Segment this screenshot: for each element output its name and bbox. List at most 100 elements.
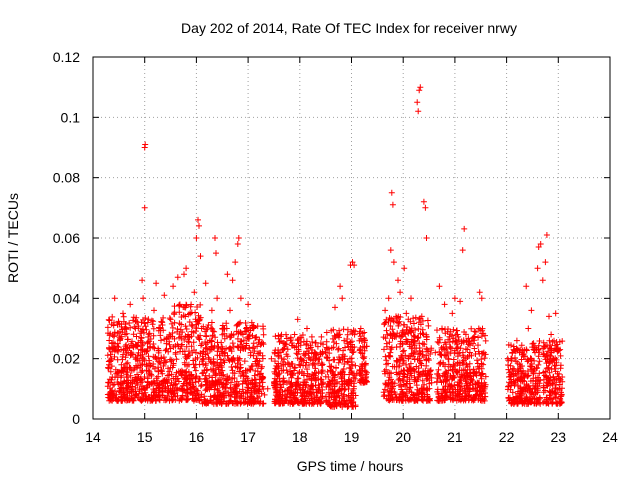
data-point	[125, 349, 132, 356]
data-point	[197, 301, 204, 308]
data-point	[126, 320, 133, 326]
data-point	[202, 360, 209, 367]
data-point	[151, 307, 157, 314]
data-point	[308, 333, 315, 340]
data-point	[440, 359, 447, 366]
data-point	[441, 339, 448, 346]
data-point	[302, 379, 309, 386]
data-point	[156, 396, 163, 403]
data-point	[359, 376, 366, 383]
data-point	[203, 386, 210, 392]
data-point	[556, 385, 563, 392]
data-point	[202, 398, 209, 405]
data-point	[559, 338, 566, 345]
data-point	[202, 280, 209, 287]
data-point	[193, 397, 200, 403]
data-point	[124, 393, 131, 399]
data-point	[471, 328, 478, 335]
data-point	[296, 334, 303, 341]
data-point	[183, 326, 190, 332]
data-point	[232, 363, 239, 370]
data-point	[287, 381, 294, 388]
data-point	[174, 392, 181, 399]
data-point	[327, 380, 334, 387]
data-point	[137, 365, 143, 371]
data-point	[127, 301, 134, 308]
data-point	[423, 362, 430, 369]
data-point	[225, 376, 232, 383]
data-point	[214, 339, 221, 346]
data-point	[135, 373, 142, 380]
data-point	[382, 353, 389, 360]
x-tick-label: 18	[292, 429, 308, 445]
data-point	[118, 321, 125, 328]
data-point	[531, 366, 538, 373]
data-point	[245, 385, 252, 391]
data-point	[344, 340, 351, 347]
data-point	[339, 381, 346, 388]
data-point	[253, 334, 260, 340]
data-point	[113, 391, 120, 398]
data-point	[168, 320, 175, 327]
data-point	[106, 397, 113, 404]
data-point	[418, 362, 425, 369]
data-point	[278, 355, 285, 362]
data-point	[450, 356, 457, 363]
data-point	[170, 283, 177, 290]
data-point	[511, 379, 518, 386]
data-point	[420, 331, 427, 338]
data-point	[155, 355, 162, 362]
data-point	[445, 336, 452, 343]
data-point	[120, 380, 127, 387]
data-point	[506, 373, 513, 380]
data-point	[181, 380, 187, 387]
data-point	[408, 339, 415, 345]
data-point	[245, 333, 252, 340]
data-point	[151, 389, 158, 396]
data-point	[173, 356, 180, 363]
data-point	[389, 383, 396, 390]
data-point	[185, 331, 192, 338]
data-point	[525, 325, 532, 332]
data-point	[258, 340, 265, 347]
data-point	[298, 356, 305, 363]
data-point	[351, 344, 358, 350]
data-point	[330, 356, 337, 363]
data-point	[381, 320, 388, 327]
data-point	[284, 346, 291, 353]
x-tick-labels: 14 15 16 17 18 19 20 21 22 23 24	[85, 429, 618, 445]
data-point	[250, 395, 257, 402]
data-point	[323, 329, 330, 336]
data-point	[420, 397, 427, 404]
data-point	[461, 225, 468, 232]
data-point	[247, 379, 254, 386]
data-point	[474, 363, 481, 370]
data-point	[161, 359, 168, 366]
data-point	[340, 347, 347, 354]
data-point	[280, 378, 287, 385]
data-point	[273, 389, 280, 396]
data-point	[522, 353, 528, 360]
data-point	[330, 326, 337, 333]
data-point	[259, 375, 266, 381]
data-point	[512, 354, 518, 361]
data-point	[130, 342, 136, 349]
data-point	[348, 397, 355, 403]
data-point	[419, 317, 426, 324]
data-point	[516, 349, 523, 356]
data-point	[209, 378, 216, 385]
data-point	[472, 351, 479, 357]
data-point	[301, 390, 308, 397]
data-point	[424, 386, 431, 393]
y-tick-label: 0.06	[53, 230, 80, 246]
data-point	[416, 87, 423, 94]
data-point	[293, 383, 300, 390]
data-point	[458, 374, 465, 381]
data-point	[508, 342, 514, 349]
data-point	[109, 313, 116, 320]
data-point	[171, 311, 178, 318]
data-point	[250, 340, 257, 347]
data-point	[348, 347, 355, 354]
data-point	[156, 359, 163, 366]
data-point	[425, 357, 432, 364]
